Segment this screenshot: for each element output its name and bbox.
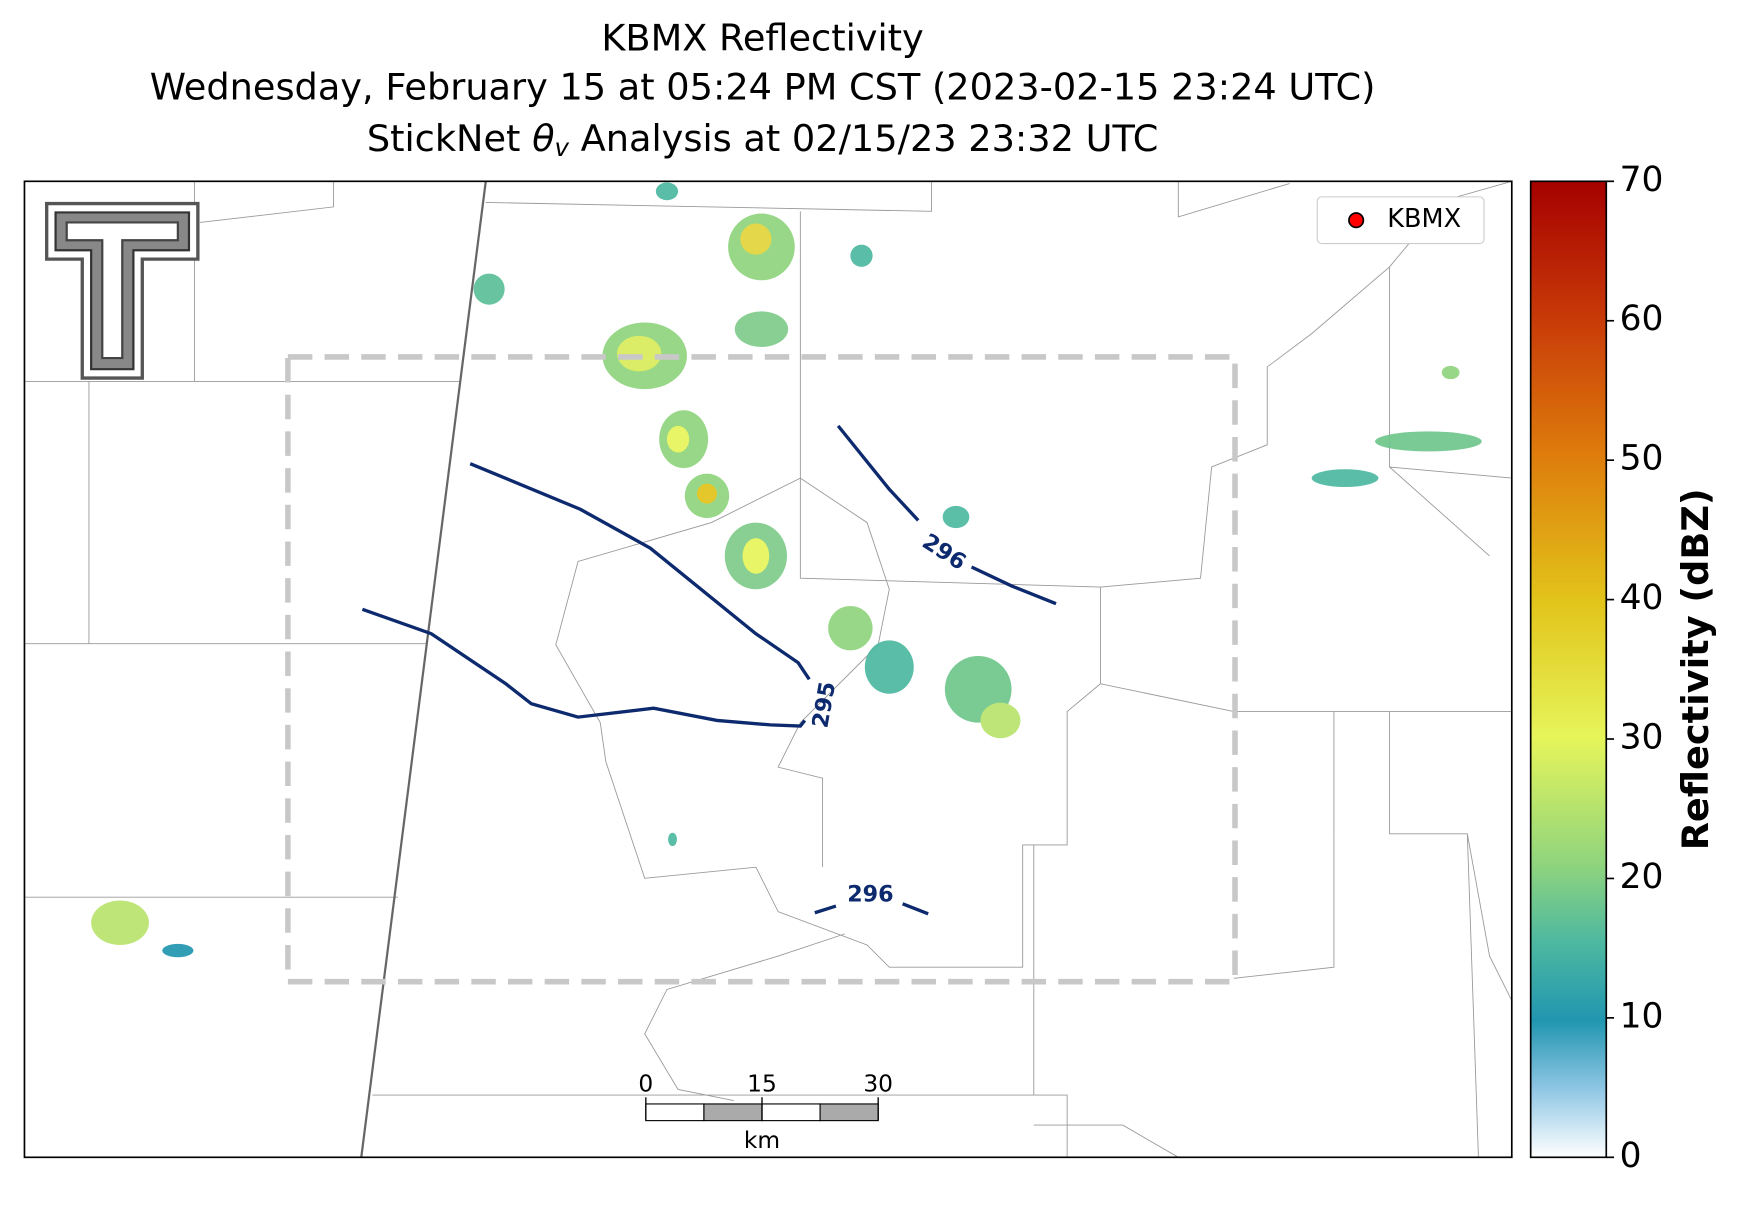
title-text: Analysis at 02/15/23 23:32 UTC bbox=[569, 117, 1158, 160]
colorbar-tick-label: 40 bbox=[1620, 578, 1664, 618]
title-subscript: v bbox=[555, 133, 570, 162]
legend: KBMX bbox=[1316, 196, 1485, 245]
analysis-domain bbox=[285, 354, 1238, 985]
contour-line bbox=[361, 607, 807, 728]
colorbar-ticks: 0 10 20 30 40 50 60 70 bbox=[1606, 160, 1663, 1176]
contour-label: 296 bbox=[847, 881, 893, 907]
colorbar-tick-label: 30 bbox=[1620, 718, 1664, 758]
map-frame bbox=[23, 180, 1513, 1159]
logo bbox=[45, 201, 200, 380]
scale-segment bbox=[761, 1103, 821, 1122]
scale-tick-label: 30 bbox=[863, 1070, 893, 1098]
colorbar-tick-label: 10 bbox=[1620, 996, 1664, 1036]
colorbar-tick-label: 20 bbox=[1620, 857, 1664, 897]
title-line: Wednesday, February 15 at 05:24 PM CST (… bbox=[150, 66, 1376, 109]
colorbar-tick-label: 0 bbox=[1620, 1136, 1642, 1176]
scale-segment bbox=[703, 1103, 763, 1122]
title-symbol: θ bbox=[532, 117, 554, 160]
scale-tick-label: 0 bbox=[638, 1070, 653, 1098]
legend-label: KBMX bbox=[1387, 204, 1461, 234]
colorbar-tick-label: 50 bbox=[1620, 439, 1664, 479]
title-line: KBMX Reflectivity bbox=[601, 17, 923, 60]
contour-line bbox=[469, 462, 811, 681]
scale-bar: 0 15 30 km bbox=[638, 1070, 893, 1155]
colorbar bbox=[1529, 180, 1608, 1159]
contour-line bbox=[836, 424, 920, 522]
scale-segment bbox=[645, 1103, 705, 1122]
contour-line bbox=[814, 904, 837, 915]
legend-box bbox=[1316, 196, 1485, 245]
scale-unit: km bbox=[744, 1126, 780, 1154]
radar-echoes bbox=[91, 182, 1482, 958]
title-line: StickNet θv Analysis at 02/15/23 23:32 U… bbox=[367, 117, 1158, 162]
title-text: StickNet bbox=[367, 117, 532, 160]
scale-segment bbox=[819, 1103, 879, 1122]
colorbar-tick-label: 60 bbox=[1620, 299, 1664, 339]
contour-line bbox=[902, 902, 929, 916]
scale-tick-label: 15 bbox=[747, 1070, 777, 1098]
colorbar-label: Reflectivity (dBZ) bbox=[1674, 488, 1717, 850]
colorbar-tick-label: 70 bbox=[1620, 160, 1664, 200]
legend-marker bbox=[1348, 212, 1365, 229]
contour-line bbox=[970, 565, 1057, 606]
county-borders bbox=[24, 181, 1512, 1158]
